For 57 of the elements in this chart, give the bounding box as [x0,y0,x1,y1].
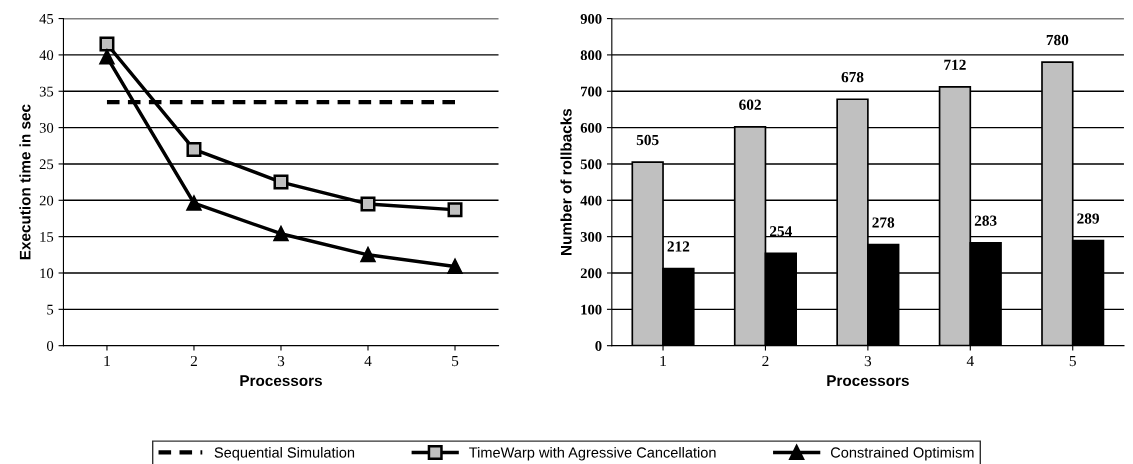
legend-label: TimeWarp with Agressive Cancellation [469,446,716,461]
y-tick-label: 40 [39,50,54,61]
y-tick-label: 5 [47,304,54,315]
data-label: 712 [944,59,966,70]
x-tick-label: 5 [452,356,459,367]
point [273,226,289,242]
x-tick-label: 4 [364,355,372,366]
y-tick-label: 400 [580,195,602,206]
y-tick-label: 600 [580,122,602,133]
point [99,36,115,52]
y-tick-label: 900 [580,13,602,24]
legend-label: Constrained Optimism [830,446,974,461]
y-tick-label: 25 [39,159,54,170]
x-axis-title: Processors [240,375,322,387]
x-tick-label: 3 [864,355,872,367]
data-label: 278 [872,217,895,228]
data-label: 289 [1077,213,1099,224]
data-label: 505 [636,134,659,146]
x-tick-label: 1 [660,355,666,366]
data-label: 254 [770,226,792,237]
point [447,202,463,218]
y-tick-label: 30 [39,122,54,133]
y-tick-label: 800 [580,50,602,61]
y-tick-label: 300 [580,232,602,242]
point [360,247,376,263]
x-axis-title: Processors [827,375,909,387]
y-tick-label: 20 [39,195,54,206]
point [186,195,202,211]
y-tick-label: 45 [39,14,54,24]
y-tick-label: 15 [40,232,54,242]
data-label: 602 [739,99,761,110]
point [186,141,202,157]
x-tick-label: 2 [190,355,197,366]
y-tick-label: 10 [40,268,54,279]
x-tick-label: 2 [762,355,769,366]
y-tick-label: 35 [39,86,54,97]
x-tick-label: 1 [104,355,110,366]
x-tick-label: 5 [1069,356,1076,367]
y-axis-title: Execution time in sec [19,104,31,260]
legend-label: Sequential Simulation [214,446,355,461]
point [447,258,463,274]
y-tick-label: 0 [46,341,54,351]
x-tick-label: 4 [966,355,974,366]
y-axis-title: Number of rollbacks [560,108,572,255]
data-label: 780 [1046,34,1069,46]
y-tick-label: 0 [595,341,602,351]
data-label: 283 [974,215,997,226]
x-tick-label: 3 [277,355,285,367]
data-label: 678 [841,71,864,83]
data-label: 212 [667,241,690,252]
y-tick-label: 500 [580,159,602,170]
y-tick-label: 700 [581,86,602,97]
point [273,174,289,190]
point [99,49,115,65]
y-tick-label: 100 [581,304,602,315]
y-tick-label: 200 [580,268,602,279]
point [360,196,376,212]
